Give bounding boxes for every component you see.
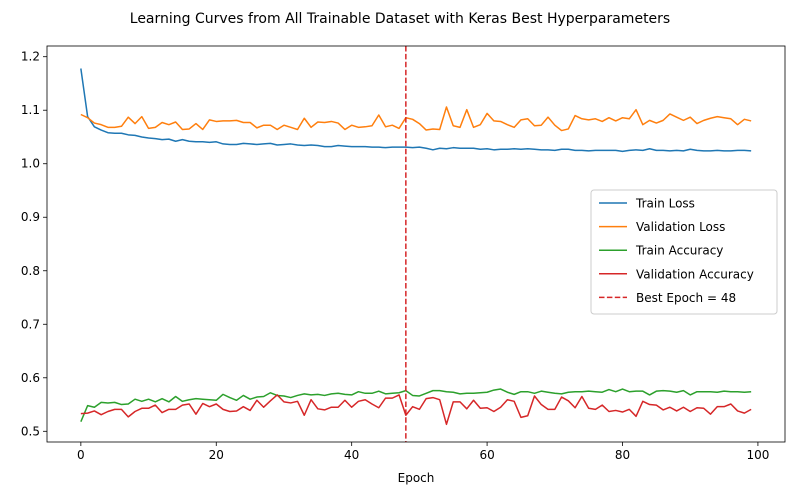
series-line-0 [80, 68, 752, 153]
x-axis-label: Epoch [398, 471, 435, 485]
x-tick-label: 0 [77, 448, 85, 462]
chart-title: Learning Curves from All Trainable Datas… [130, 11, 670, 27]
x-tick-label: 20 [209, 448, 224, 462]
y-tick-label: 0.5 [21, 424, 40, 438]
series-line-2 [80, 388, 752, 422]
y-axis: 0.5 0.6 0.7 0.8 0.9 1.0 1.1 1.2 [21, 50, 47, 438]
legend-label-2: Train Accuracy [635, 244, 723, 258]
series-line-3 [80, 394, 752, 426]
legend-label-3: Validation Accuracy [636, 267, 754, 281]
legend: Train Loss Validation Loss Train Accuracy V… [590, 189, 778, 315]
x-tick-label: 60 [479, 448, 494, 462]
y-tick-label: 1.2 [21, 50, 40, 64]
legend-label-1: Validation Loss [636, 220, 725, 234]
legend-box [590, 189, 778, 315]
y-tick-label: 0.7 [21, 317, 40, 331]
y-tick-label: 1.1 [21, 103, 40, 117]
legend-label-0: Train Loss [635, 197, 695, 211]
x-tick-label: 80 [615, 448, 630, 462]
y-tick-label: 1.0 [21, 157, 40, 171]
y-tick-label: 0.6 [21, 371, 40, 385]
series-line-1 [80, 106, 752, 132]
x-axis: 0 20 40 60 80 100 [77, 442, 769, 462]
y-tick-label: 0.8 [21, 264, 40, 278]
plot-frame [46, 45, 786, 443]
x-tick-label: 40 [344, 448, 359, 462]
legend-label-4: Best Epoch = 48 [636, 291, 736, 305]
plot-area [80, 46, 752, 442]
x-tick-label: 100 [746, 448, 769, 462]
y-tick-label: 0.9 [21, 210, 40, 224]
